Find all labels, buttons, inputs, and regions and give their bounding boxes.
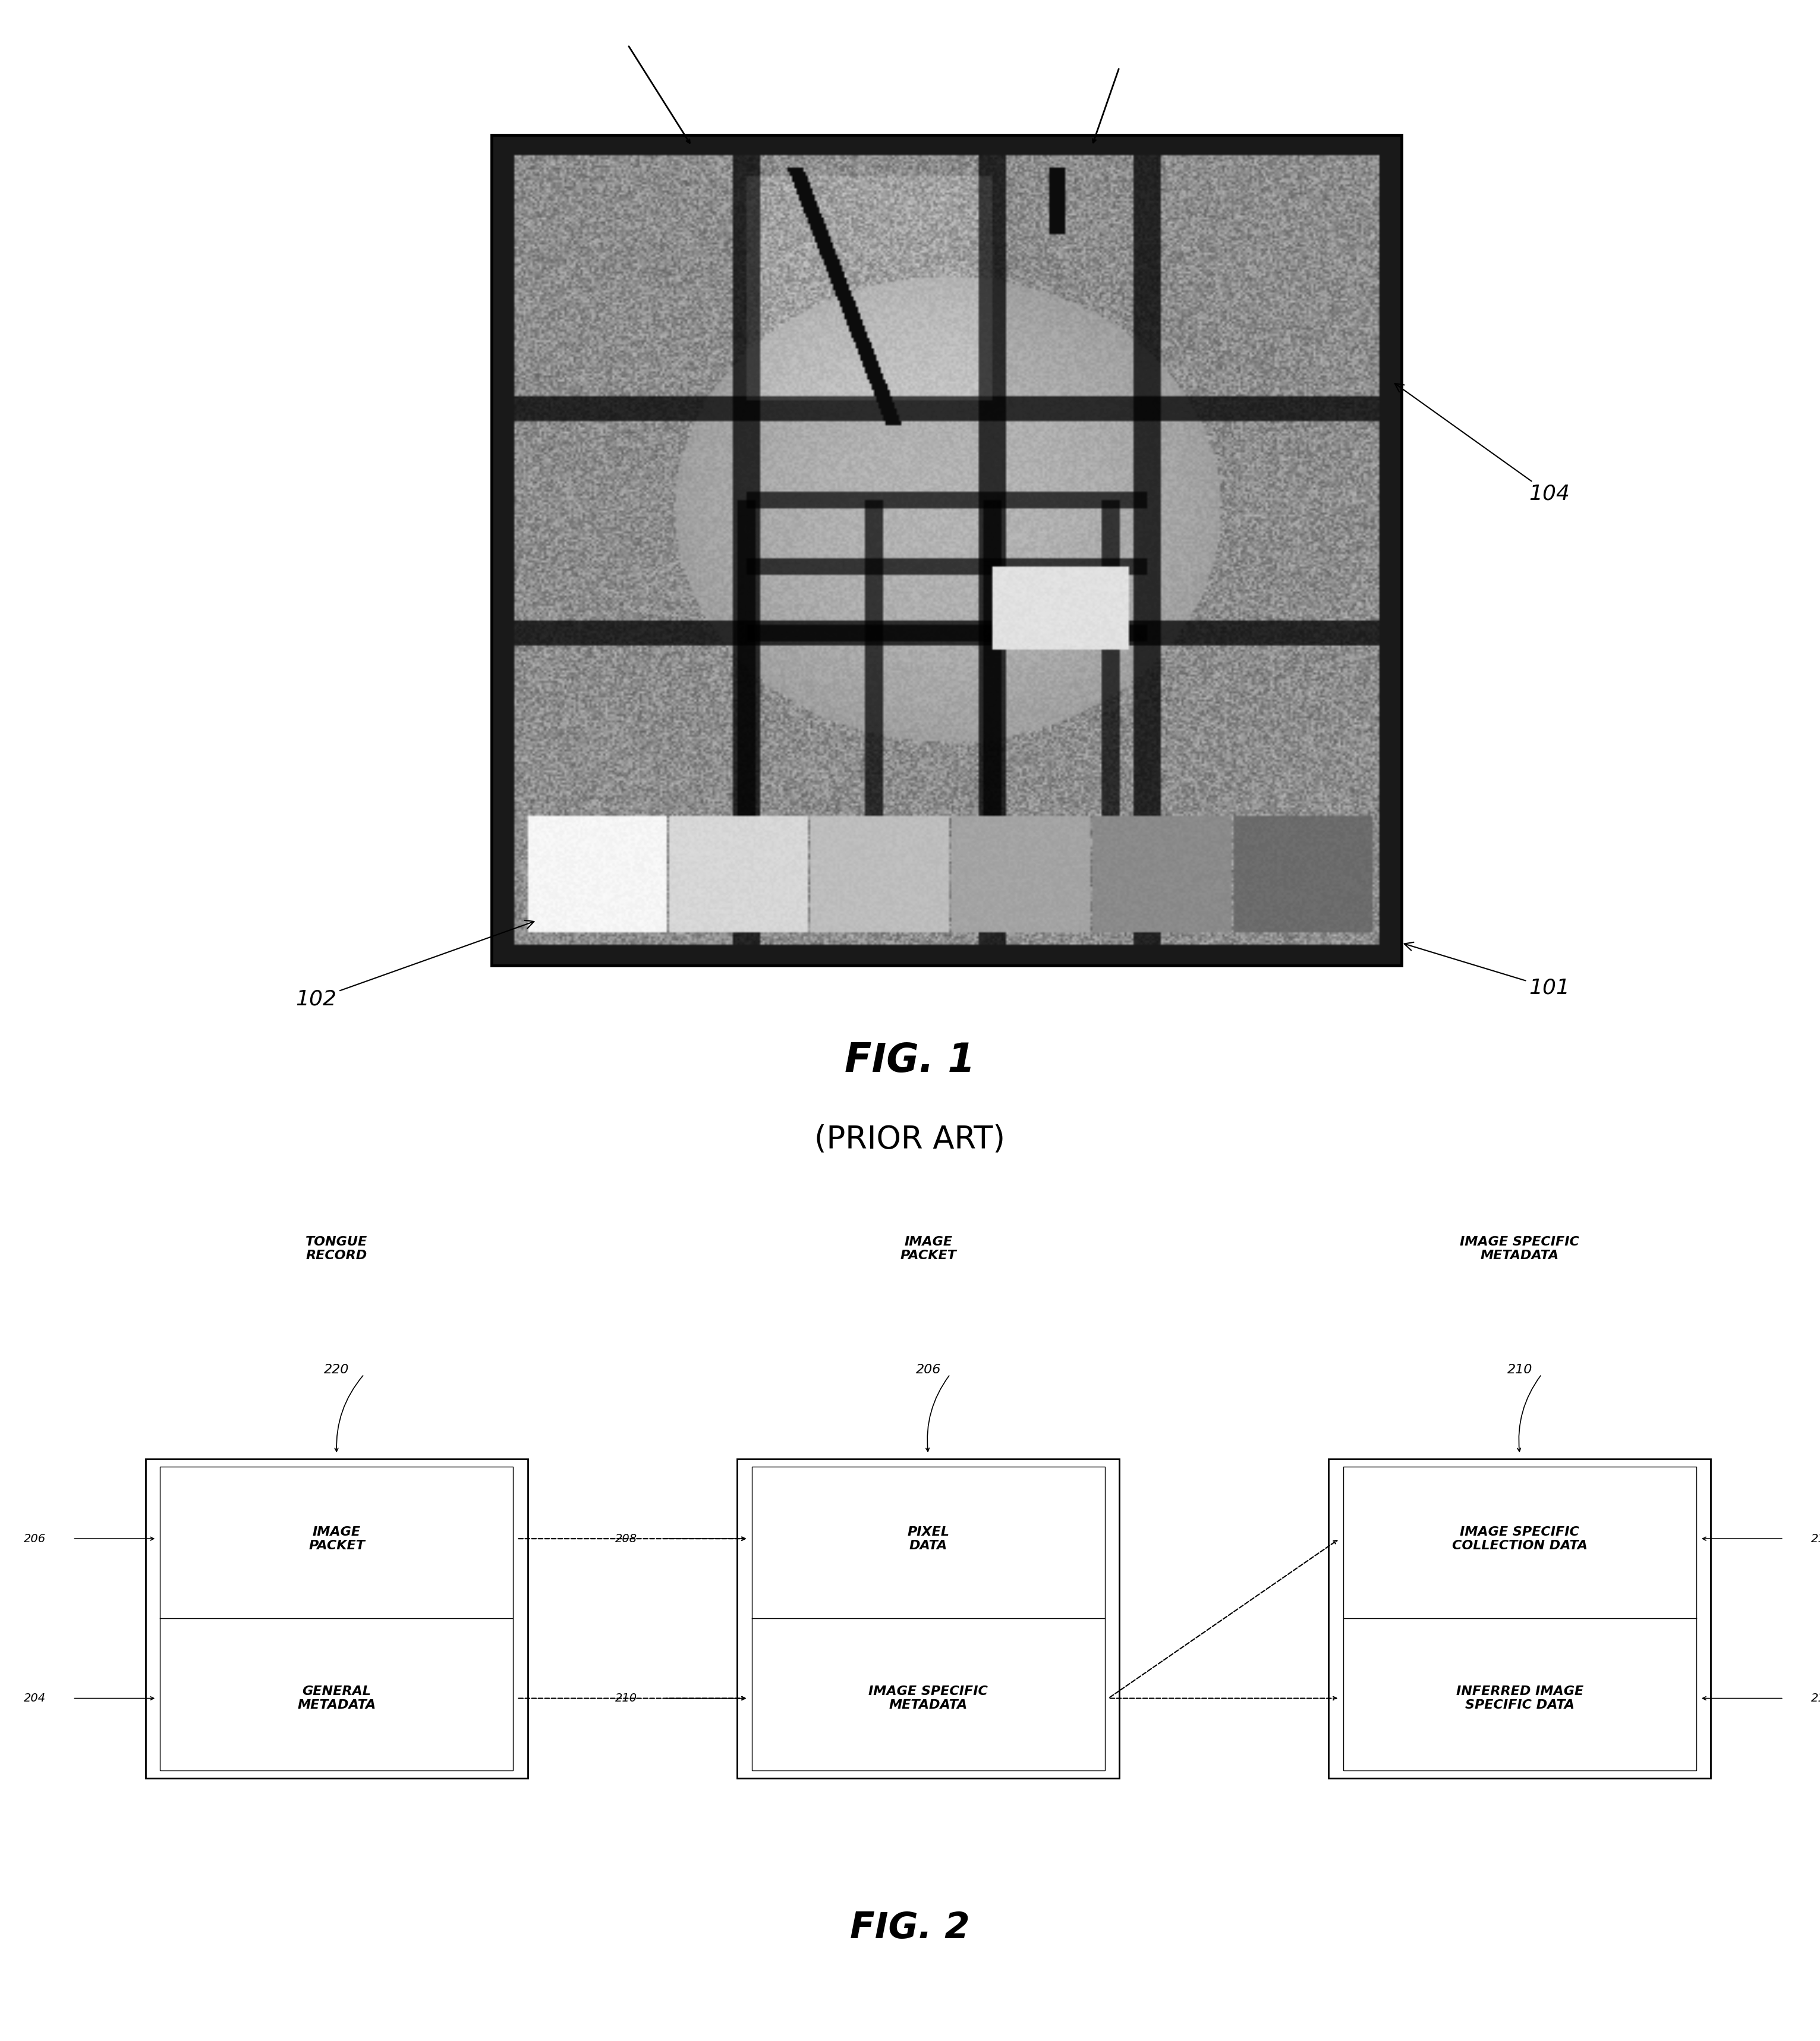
Text: 208: 208	[615, 1533, 637, 1545]
Text: (PRIOR ART): (PRIOR ART)	[815, 1125, 1005, 1155]
Text: 210: 210	[615, 1692, 637, 1704]
Text: IMAGE SPECIFIC
METADATA: IMAGE SPECIFIC METADATA	[868, 1686, 988, 1710]
Bar	[737, 1459, 1119, 1778]
Text: IMAGE SPECIFIC
COLLECTION DATA: IMAGE SPECIFIC COLLECTION DATA	[1452, 1527, 1587, 1551]
Text: IMAGE
PACKET: IMAGE PACKET	[309, 1527, 364, 1551]
Text: 212: 212	[1811, 1533, 1820, 1545]
Bar	[1343, 1465, 1696, 1772]
Text: 104: 104	[1394, 384, 1571, 504]
Text: FIG. 1: FIG. 1	[844, 1041, 976, 1080]
Bar	[752, 1465, 1105, 1772]
Text: GENERAL
METADATA: GENERAL METADATA	[297, 1686, 377, 1710]
Text: IMAGE
PACKET: IMAGE PACKET	[901, 1237, 956, 1261]
Text: 220: 220	[324, 1363, 349, 1376]
Text: 210: 210	[1507, 1363, 1532, 1376]
Bar	[1329, 1459, 1711, 1778]
Bar	[146, 1459, 528, 1778]
Bar	[160, 1465, 513, 1772]
Text: FIG. 2: FIG. 2	[850, 1910, 970, 1945]
Text: 102: 102	[295, 920, 533, 1008]
Text: 206: 206	[915, 1363, 941, 1376]
Text: 216: 216	[1811, 1692, 1820, 1704]
Text: 204: 204	[24, 1692, 46, 1704]
Text: PIXEL
DATA: PIXEL DATA	[906, 1527, 950, 1551]
Bar	[491, 135, 1401, 965]
Text: 101: 101	[1405, 943, 1571, 998]
Text: INFERRED IMAGE
SPECIFIC DATA: INFERRED IMAGE SPECIFIC DATA	[1456, 1686, 1583, 1710]
Text: IMAGE SPECIFIC
METADATA: IMAGE SPECIFIC METADATA	[1460, 1237, 1580, 1261]
Text: TONGUE
RECORD: TONGUE RECORD	[306, 1237, 368, 1261]
Text: 206: 206	[24, 1533, 46, 1545]
